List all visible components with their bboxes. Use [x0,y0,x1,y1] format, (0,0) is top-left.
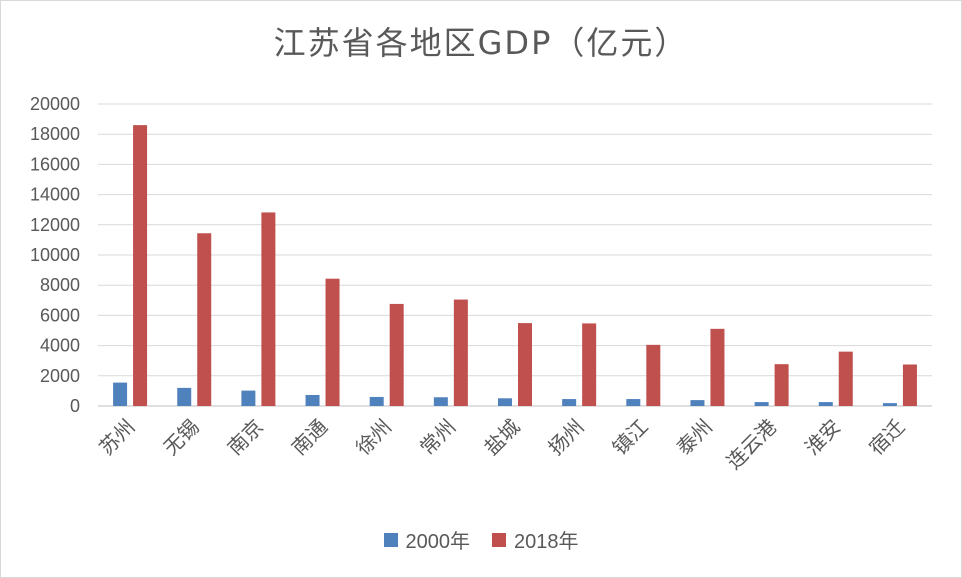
bar-2018 [838,351,853,406]
x-category-label: 镇江 [608,415,653,460]
legend-item-2000: 2000年 [383,525,471,554]
bar-2000 [177,387,192,406]
x-category-label: 泰州 [672,415,717,460]
legend-label-2018: 2018年 [514,531,579,553]
legend-label-2000: 2000年 [405,531,471,553]
y-tick-label: 10000 [30,245,80,265]
x-category-label: 南京 [223,415,268,460]
x-category-label: 常州 [415,415,460,460]
y-tick-label: 20000 [30,94,80,114]
y-tick-label: 0 [70,396,80,416]
bar-2018 [453,299,468,406]
bar-2000 [626,399,641,406]
x-category-label: 无锡 [159,415,204,460]
y-tick-label: 2000 [40,366,80,386]
x-category-label: 盐城 [479,415,524,460]
bar-2018 [389,303,404,406]
y-tick-label: 16000 [30,154,80,174]
bar-2018 [774,364,789,406]
y-tick-label: 14000 [30,185,80,205]
bar-2018 [325,278,340,406]
bar-2018 [582,323,597,406]
bar-2018 [133,125,148,406]
x-category-label: 苏州 [94,415,139,460]
bar-2000 [882,403,897,406]
bar-2000 [690,400,705,406]
bar-2000 [754,402,769,406]
bar-2018 [197,233,212,406]
y-tick-label: 4000 [40,336,80,356]
y-tick-label: 12000 [30,215,80,235]
bar-2000 [369,396,384,406]
y-tick-label: 8000 [40,275,80,295]
y-tick-label: 18000 [30,124,80,144]
bar-2000 [305,394,320,406]
bar-2000 [433,397,448,406]
bar-2018 [646,344,661,406]
bar-2000 [113,382,128,406]
y-tick-label: 6000 [40,305,80,325]
legend-item-2018: 2018年 [492,525,579,554]
bar-2000 [241,390,256,406]
legend: 2000年 2018年 [0,525,962,554]
chart-title: 江苏省各地区GDP（亿元） [273,24,689,62]
bar-2000 [498,398,512,406]
legend-swatch-2018 [492,532,506,547]
x-category-label: 宿迁 [864,415,909,460]
bar-2000 [562,399,577,406]
x-category-label: 扬州 [543,415,588,460]
bar-2000 [818,402,833,406]
bar-2018 [710,328,725,406]
x-category-label: 连云港 [722,415,781,474]
bar-2018 [261,212,276,406]
legend-swatch-2000 [383,532,398,547]
bar-2018 [518,323,532,406]
x-category-label: 徐州 [351,415,396,460]
x-category-label: 淮安 [800,415,845,460]
x-category-label: 南通 [287,415,332,460]
bar-2018 [902,364,917,406]
